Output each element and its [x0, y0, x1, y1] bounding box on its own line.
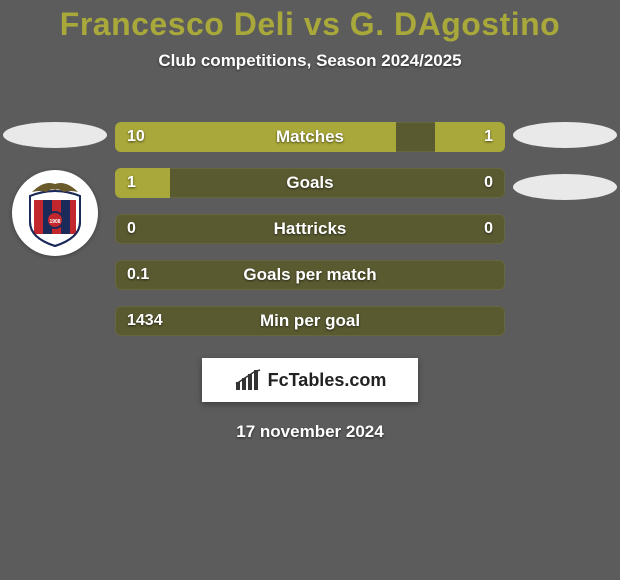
footer-block: FcTables.com 17 november 2024	[0, 354, 620, 442]
page-title: Francesco Deli vs G. DAgostino	[0, 0, 620, 43]
svg-text:1908: 1908	[49, 219, 60, 225]
stat-row: 1434Min per goal	[115, 306, 505, 336]
right-player-oval-1	[513, 122, 617, 148]
left-player-column: 1908	[0, 122, 110, 256]
brand-box: FcTables.com	[202, 358, 418, 402]
right-player-oval-2	[513, 174, 617, 200]
stat-row: 0.1Goals per match	[115, 260, 505, 290]
bar-chart-icon	[234, 368, 262, 392]
brand-text: FcTables.com	[268, 370, 387, 391]
comparison-infographic: Francesco Deli vs G. DAgostino Club comp…	[0, 0, 620, 580]
stat-label: Goals per match	[115, 260, 505, 290]
date-line: 17 november 2024	[0, 422, 620, 442]
left-club-badge: 1908	[12, 170, 98, 256]
right-player-column	[510, 122, 620, 200]
stat-label: Matches	[115, 122, 505, 152]
stat-label: Goals	[115, 168, 505, 198]
page-subtitle: Club competitions, Season 2024/2025	[0, 51, 620, 71]
left-player-oval	[3, 122, 107, 148]
stat-rows: 101Matches 10Goals 00Hattricks 0.1Goals per…	[115, 122, 505, 352]
stat-row: 00Hattricks	[115, 214, 505, 244]
stat-row: 10Goals	[115, 168, 505, 198]
club-crest-icon: 1908	[24, 178, 86, 248]
stat-row: 101Matches	[115, 122, 505, 152]
stat-label: Min per goal	[115, 306, 505, 336]
stat-label: Hattricks	[115, 214, 505, 244]
